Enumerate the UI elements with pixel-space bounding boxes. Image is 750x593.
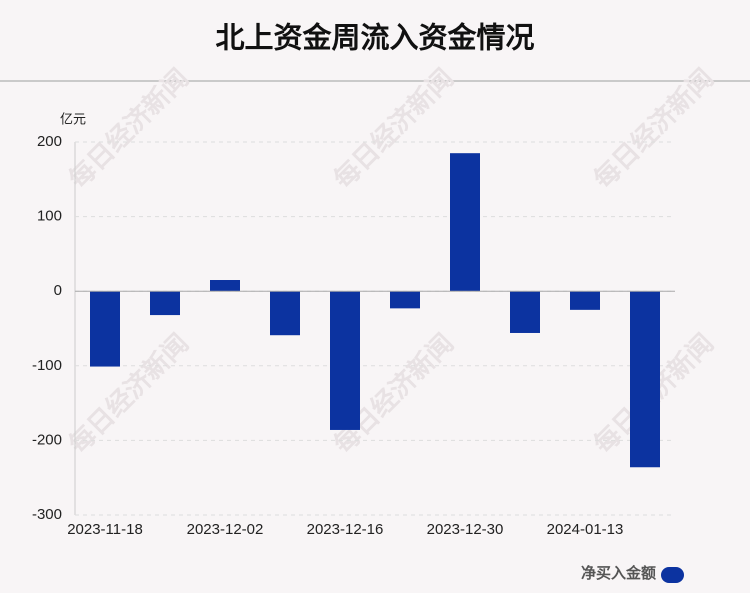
chart-title: 北上资金周流入资金情况 bbox=[215, 21, 534, 55]
x-tick-label: 2023-12-16 bbox=[307, 521, 384, 538]
bar bbox=[150, 291, 180, 316]
bar bbox=[330, 291, 360, 430]
y-axis-label: 亿元 bbox=[60, 111, 86, 126]
bar bbox=[270, 291, 300, 336]
y-tick-label: 100 bbox=[37, 208, 62, 225]
bar bbox=[390, 291, 420, 309]
bar bbox=[450, 153, 480, 292]
bar bbox=[630, 291, 660, 468]
x-tick-label: 2023-11-18 bbox=[67, 521, 143, 538]
x-tick-label: 2024-01-13 bbox=[547, 521, 624, 538]
y-tick-label: -200 bbox=[32, 431, 62, 448]
legend-swatch bbox=[661, 567, 684, 583]
legend-label: 净买入金额 bbox=[581, 564, 656, 582]
bar bbox=[90, 291, 120, 367]
bar bbox=[510, 291, 540, 333]
x-tick-label: 2023-12-30 bbox=[427, 521, 504, 538]
bar bbox=[210, 280, 240, 292]
y-tick-label: 200 bbox=[37, 133, 62, 150]
y-tick-label: -100 bbox=[32, 357, 62, 374]
bar bbox=[570, 291, 600, 310]
y-tick-label: -300 bbox=[32, 506, 62, 523]
x-tick-label: 2023-12-02 bbox=[187, 521, 264, 538]
y-tick-label: 0 bbox=[54, 282, 62, 299]
